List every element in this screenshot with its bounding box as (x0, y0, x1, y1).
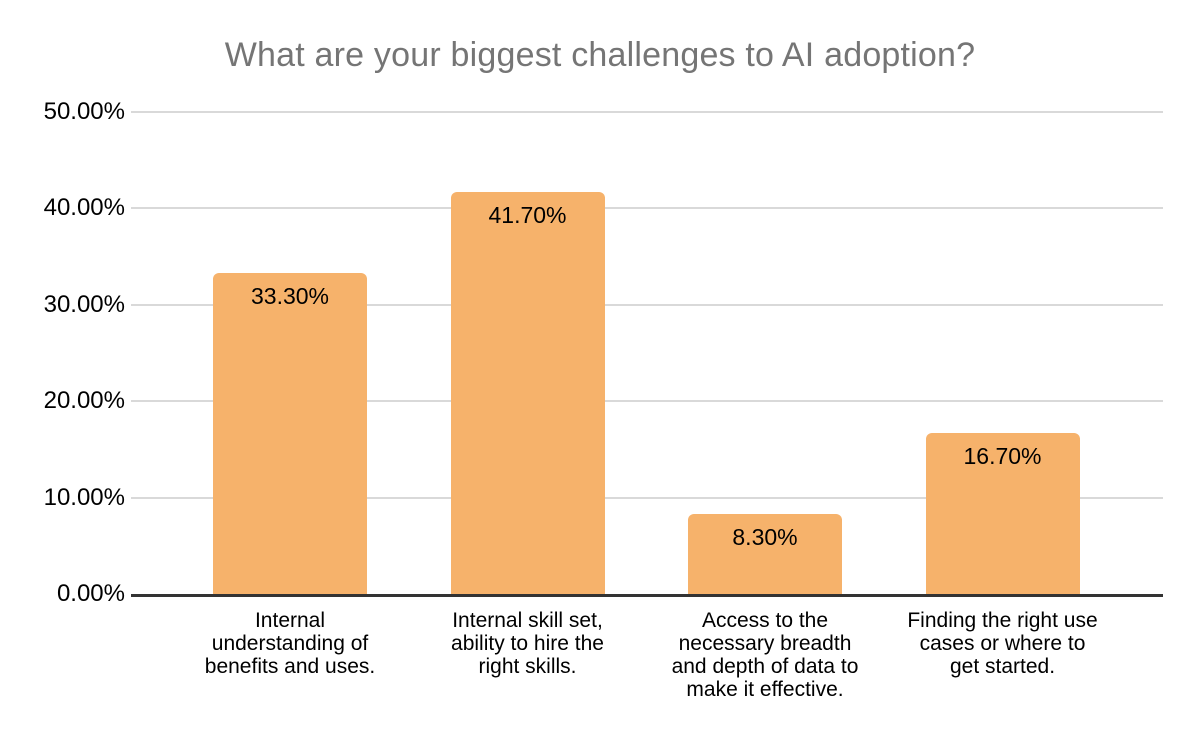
x-axis-line (131, 594, 1163, 597)
bar (925, 433, 1080, 594)
y-axis-tick-label: 10.00% (43, 483, 125, 511)
chart-title: What are your biggest challenges to AI a… (224, 36, 976, 74)
bar-value-label: 33.30% (250, 282, 329, 309)
y-axis-tick-label: 20.00% (43, 387, 125, 415)
gridline (131, 303, 1163, 306)
gridline (131, 496, 1163, 499)
bar (688, 513, 842, 594)
x-axis-category-label: Access to the necessary breadth and dept… (671, 609, 859, 701)
y-axis-tick-label: 50.00% (43, 98, 125, 125)
x-axis-category-label: Internal understanding of benefits and u… (204, 609, 376, 678)
bar-value-label: 8.30% (732, 523, 798, 550)
y-axis-tick-label: 0.00% (56, 580, 125, 607)
gridline (131, 400, 1163, 403)
y-axis-tick-label: 30.00% (43, 290, 125, 318)
bar (450, 192, 605, 594)
gridline (131, 207, 1163, 210)
gridline (131, 111, 1163, 113)
bar-value-label: 16.70% (963, 443, 1042, 469)
x-axis-category-label: Finding the right use cases or where to … (907, 609, 1098, 678)
x-axis-category-label: Internal skill set, ability to hire the … (451, 609, 604, 678)
bar (213, 272, 367, 594)
y-axis-tick-label: 40.00% (43, 194, 125, 222)
bar-value-label: 41.70% (488, 202, 567, 228)
